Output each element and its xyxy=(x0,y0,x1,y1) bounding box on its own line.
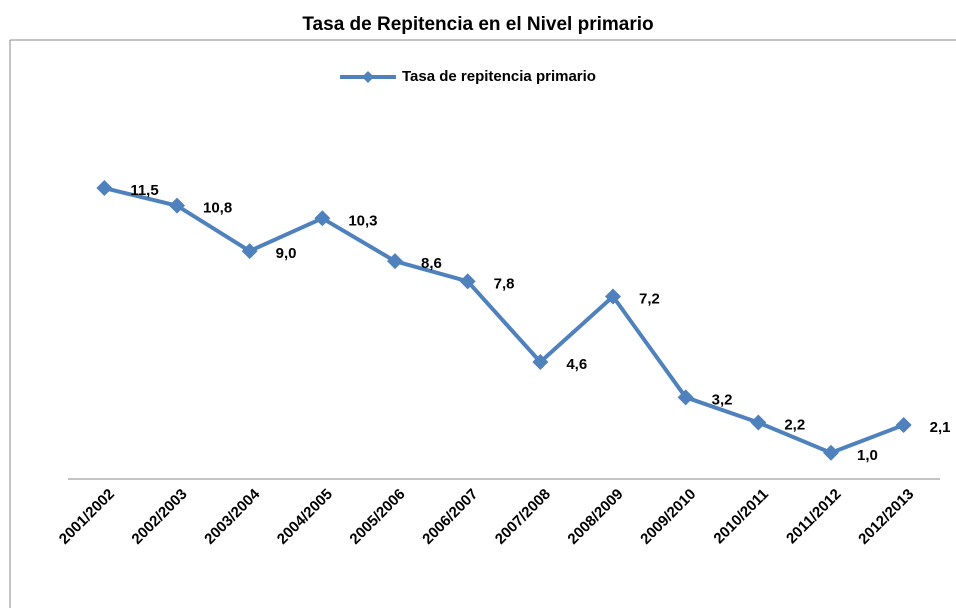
point xyxy=(750,414,767,431)
x-tick-label: 2009/2010 xyxy=(637,486,699,548)
legend-label: Tasa de repitencia primario xyxy=(402,68,596,85)
x-tick-label: 2003/2004 xyxy=(201,485,264,548)
x-tick-label: 2002/2003 xyxy=(128,486,190,548)
data-label: 7,2 xyxy=(639,290,660,307)
data-label: 2,1 xyxy=(930,419,951,436)
x-tick-label: 2001/2002 xyxy=(56,486,118,548)
x-tick-label: 2008/2009 xyxy=(564,486,626,548)
point xyxy=(823,444,839,461)
point xyxy=(387,253,403,270)
point xyxy=(605,288,621,305)
data-label: 3,2 xyxy=(712,391,733,408)
data-label: 4,6 xyxy=(566,356,587,373)
chart-title: Tasa de Repitencia en el Nivel primario xyxy=(302,14,653,35)
point xyxy=(532,354,549,371)
x-tick-label: 2006/2007 xyxy=(419,486,481,548)
point xyxy=(241,243,258,260)
point xyxy=(895,417,912,434)
point xyxy=(169,197,185,214)
point xyxy=(459,273,476,290)
point xyxy=(96,180,113,197)
data-label: 11,5 xyxy=(130,182,158,199)
x-tick-label: 2004/2005 xyxy=(274,486,336,548)
x-tick-label: 2007/2008 xyxy=(492,486,554,548)
data-label: 9,0 xyxy=(276,245,297,262)
data-label: 1,0 xyxy=(857,447,878,464)
point xyxy=(677,389,694,406)
data-label: 10,3 xyxy=(348,212,377,229)
point xyxy=(314,210,331,227)
data-label: 2,2 xyxy=(784,416,805,433)
x-tick-label: 2005/2006 xyxy=(346,486,408,548)
x-tick-label: 2010/2011 xyxy=(710,486,772,548)
x-tick-label: 2012/2013 xyxy=(855,486,917,548)
x-tick-label: 2011/2012 xyxy=(783,486,845,548)
data-label: 7,8 xyxy=(494,275,515,292)
data-label: 8,6 xyxy=(421,255,442,272)
data-label: 10,8 xyxy=(203,200,232,217)
legend-marker xyxy=(362,71,374,83)
series-line xyxy=(103,186,905,455)
